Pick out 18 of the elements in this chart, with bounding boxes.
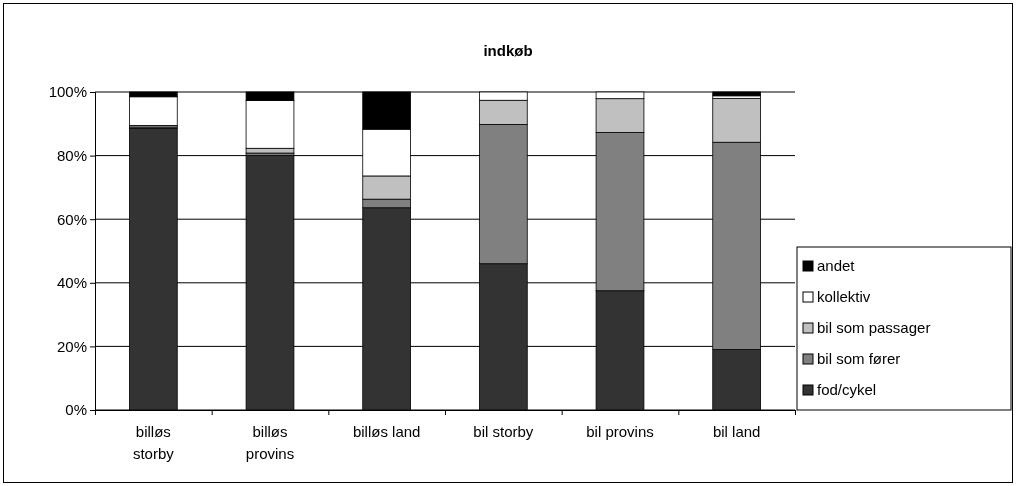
legend-label: bil som passager: [817, 319, 931, 336]
legend-label: andet: [817, 257, 856, 274]
y-tick-label: 0%: [65, 401, 87, 419]
y-tick-label: 40%: [56, 274, 87, 292]
legend-label: fod/cykel: [817, 381, 877, 398]
x-tick-label: billøs provins: [245, 423, 295, 462]
y-tick-label: 20%: [56, 337, 87, 355]
x-tick-label: bil storby: [473, 423, 534, 440]
legend-label: bil som fører: [817, 350, 901, 367]
legend-label: kollektiv: [817, 288, 871, 305]
x-tick-label: bil land: [712, 423, 761, 440]
x-tick-label: bil provins: [586, 423, 654, 440]
y-tick-label: 80%: [56, 146, 87, 164]
y-tick-label: 60%: [56, 210, 87, 228]
x-tick-label: billøs storby: [132, 423, 175, 462]
y-tick-label: 100%: [48, 83, 87, 101]
x-tick-label: billøs land: [352, 423, 421, 440]
chart-title: indkøb: [483, 42, 533, 59]
